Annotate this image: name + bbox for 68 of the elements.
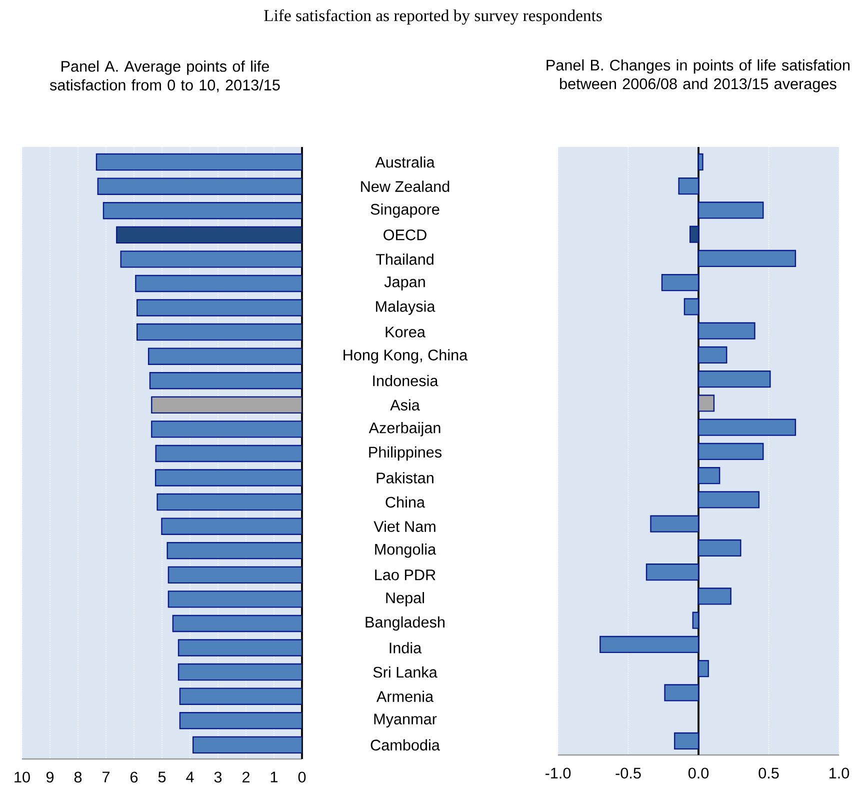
x-tick-label: 7: [102, 772, 110, 782]
y-tick-label: Japan: [384, 276, 425, 290]
bar: [698, 588, 732, 605]
y-tick-label: Azerbaijan: [368, 422, 440, 436]
bar: [698, 202, 764, 219]
x-tick-label: -1.0: [545, 768, 571, 779]
x-tick-label: 4: [186, 772, 194, 782]
bar: [698, 442, 764, 460]
y-tick-label: Asia: [390, 399, 420, 411]
y-tick-label: Australia: [375, 156, 435, 168]
y-tick-label: Singapore: [370, 203, 440, 218]
chart-title: Panel B. Changes in points of life satisfation between 2006/08 and 2013/15 averages: [546, 59, 850, 92]
bar: [692, 612, 700, 629]
bar: [698, 467, 720, 484]
y-tick-label: Mongolia: [375, 543, 436, 558]
bar: [674, 732, 700, 750]
y-tick-label: Cambodia: [370, 739, 440, 751]
bar: [698, 394, 715, 412]
x-tick-label: 10: [14, 772, 30, 783]
bar: [698, 322, 756, 340]
y-tick-label: Armenia: [376, 690, 434, 702]
y-tick-label: Myanmar: [374, 714, 437, 728]
y-tick-label: India: [390, 642, 422, 654]
x-tick-label: 0: [298, 772, 306, 783]
y-tick-label: Hong Kong, China: [344, 349, 468, 364]
bar: [698, 153, 704, 171]
bar: [664, 684, 700, 702]
bar: [698, 660, 709, 678]
y-tick-label: Korea: [386, 326, 426, 338]
y-tick-label: Pakistan: [376, 472, 434, 484]
y-tick-label: Bangladesh: [366, 616, 444, 631]
bar: [698, 370, 771, 388]
x-tick-label: 2: [242, 772, 250, 782]
x-tick-label: 0.0: [688, 768, 709, 779]
y-tick-label: Nepal: [386, 592, 424, 606]
x-tick-label: 3: [214, 772, 222, 783]
bar: [684, 298, 700, 316]
x-tick-label: -0.5: [616, 768, 641, 779]
bar: [646, 564, 700, 581]
x-tick-label: 9: [46, 772, 54, 783]
x-tick-label: 0.5: [758, 768, 779, 779]
x-tick-label: 1.0: [830, 768, 850, 779]
y-tick-label: OECD: [384, 229, 426, 240]
text: Life satisfaction as reported by survey respondents: [264, 9, 602, 25]
bar: [698, 250, 796, 268]
y-tick-label: Philippines: [369, 446, 442, 461]
x-tick-label: 6: [130, 772, 138, 783]
y-tick-label: New Zealand: [361, 180, 450, 192]
y-tick-label: Malaysia: [376, 300, 436, 315]
y-tick-label: Viet Nam: [374, 520, 436, 532]
bar: [698, 539, 742, 557]
y-tick-label: Lao PDR: [375, 570, 436, 580]
y-tick-label: Indonesia: [373, 374, 438, 386]
bar: [600, 636, 700, 654]
bar: [689, 226, 700, 243]
bar: [650, 515, 700, 532]
bar: [698, 418, 796, 436]
bar: [698, 491, 760, 508]
x-tick-label: 8: [74, 772, 82, 783]
chart-title: Panel A. Average points of life satisfaction from 0 to 10, 2013/15: [50, 60, 280, 92]
x-tick-label: 5: [158, 772, 166, 782]
y-tick-label: China: [386, 496, 426, 508]
x-tick-label: 1: [270, 772, 278, 782]
y-tick-label: Thailand: [376, 254, 434, 265]
bar: [661, 274, 700, 292]
y-tick-label: Sri Lanka: [373, 666, 438, 678]
bar: [678, 178, 700, 195]
bar: [698, 346, 728, 364]
